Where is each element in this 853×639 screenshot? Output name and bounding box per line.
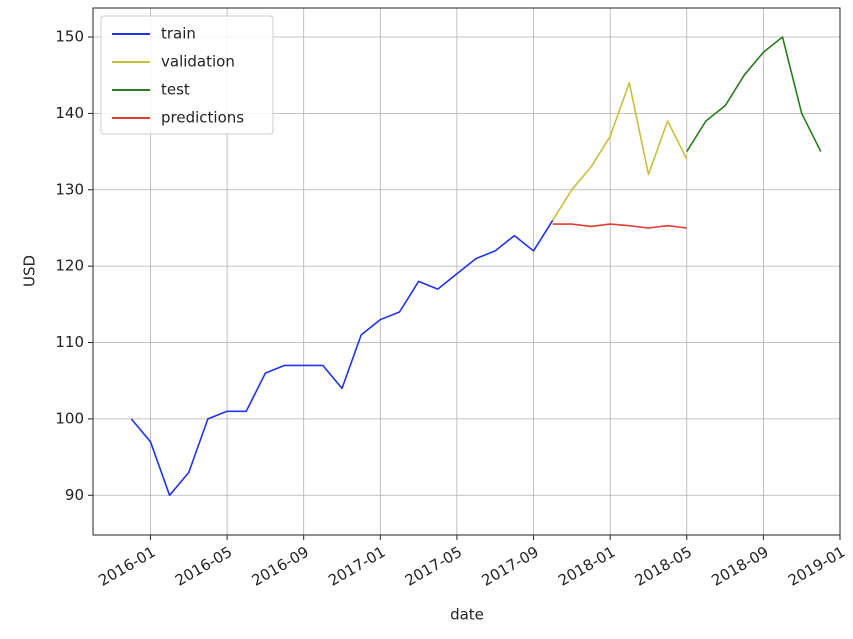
legend-label: test <box>161 81 190 99</box>
series-line <box>552 82 688 221</box>
x-tick-label: 2017-05 <box>402 543 465 590</box>
plot-frame <box>92 7 841 536</box>
y-tick-label: 140 <box>55 104 84 122</box>
legend: train validation test predictions <box>100 15 274 135</box>
x-tick-label: 2017-09 <box>478 543 541 590</box>
y-tick-label: 90 <box>65 486 84 504</box>
series-line <box>686 36 822 153</box>
x-tick-label: 2016-09 <box>249 543 312 590</box>
x-tick-label: 2017-01 <box>325 543 388 590</box>
legend-label: validation <box>161 53 235 71</box>
y-axis-label: USD <box>21 255 39 287</box>
y-tick-label: 100 <box>55 409 84 427</box>
y-tick-label: 130 <box>55 180 84 198</box>
legend-box <box>100 15 274 135</box>
y-tick-label: 150 <box>55 28 84 46</box>
x-tick-label: 2016-01 <box>95 543 158 590</box>
x-tick-label: 2018-01 <box>555 543 618 590</box>
y-tick-label: 110 <box>55 333 84 351</box>
series-line <box>552 223 687 229</box>
legend-label: train <box>161 25 196 43</box>
series-line <box>130 219 554 497</box>
x-tick-label: 2016-05 <box>172 543 235 590</box>
legend-label: predictions <box>161 109 244 127</box>
x-tick-label: 2019-01 <box>785 543 848 590</box>
x-axis-label: date <box>450 606 484 624</box>
y-tick-label: 120 <box>55 257 84 275</box>
x-tick-label: 2018-05 <box>632 543 695 590</box>
x-tick-label: 2018-09 <box>708 543 771 590</box>
